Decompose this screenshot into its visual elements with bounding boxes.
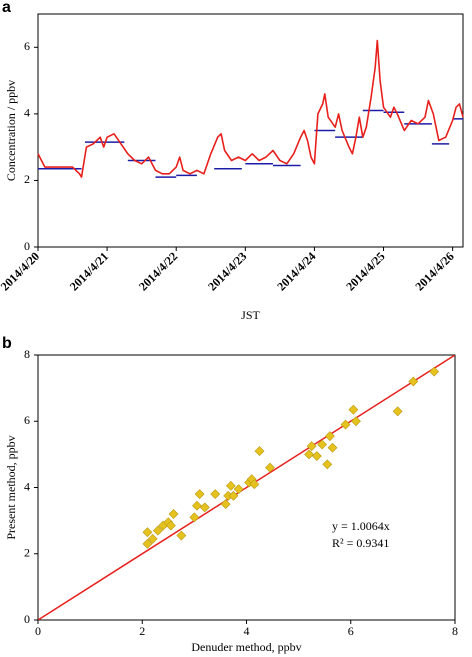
y-tick-label: 4 — [24, 479, 30, 493]
x-tick-label: 4 — [244, 624, 250, 638]
data-point — [351, 416, 361, 427]
x-axis-label: JST — [241, 308, 260, 322]
x-tick-label: 2014/4/23 — [205, 249, 249, 293]
data-point — [392, 406, 403, 417]
y-tick-label: 0 — [24, 239, 30, 253]
data-point — [233, 484, 244, 495]
data-point — [317, 439, 328, 450]
x-tick-label: 2 — [139, 624, 145, 638]
y-tick-label: 8 — [24, 347, 30, 361]
x-tick-label: 2014/4/22 — [136, 249, 180, 293]
data-point — [147, 533, 158, 544]
x-tick-label: 0 — [35, 624, 41, 638]
data-point — [189, 512, 200, 523]
data-point — [176, 530, 187, 541]
x-tick-label: 2014/4/24 — [274, 249, 318, 293]
annotation: R² = 0.9341 — [332, 536, 389, 550]
data-point — [168, 509, 179, 519]
data-point — [429, 366, 440, 377]
data-point — [152, 525, 163, 536]
y-tick-label: 6 — [24, 39, 30, 53]
annotation: y = 1.0064x — [332, 519, 390, 533]
y-tick-label: 0 — [24, 612, 30, 626]
x-tick-label: 6 — [348, 624, 354, 638]
x-tick-label: 2014/4/20 — [0, 249, 42, 293]
panel-label: a — [2, 0, 11, 16]
data-point — [408, 376, 419, 387]
panel-label: b — [2, 335, 12, 352]
x-tick-label: 2014/4/26 — [412, 249, 456, 293]
data-point — [306, 441, 317, 452]
y-tick-label: 2 — [24, 546, 30, 560]
data-point — [199, 502, 210, 513]
x-tick-label: 2014/4/25 — [343, 249, 387, 293]
fit-line — [38, 355, 455, 620]
data-point — [194, 489, 205, 500]
data-point — [340, 419, 351, 430]
data-point — [220, 499, 231, 509]
data-point — [192, 500, 202, 511]
y-tick-label: 4 — [24, 106, 30, 120]
data-point — [265, 462, 275, 473]
data-point — [304, 449, 314, 460]
data-point — [254, 446, 265, 456]
data-point — [327, 442, 338, 453]
y-axis-label: Concentration / ppbv — [4, 80, 18, 181]
x-axis-label: Denuder method, ppbv — [191, 640, 301, 654]
plot-frame — [37, 13, 464, 248]
data-point — [165, 520, 176, 531]
data-point — [142, 527, 153, 538]
y-axis-label: Present method, ppbv — [4, 435, 18, 539]
data-point — [142, 538, 153, 549]
x-tick-label: 8 — [452, 624, 458, 638]
data-point — [311, 451, 322, 461]
data-point — [225, 480, 236, 491]
series-line — [37, 39, 464, 178]
data-point — [210, 489, 221, 500]
data-point — [348, 404, 359, 415]
data-point — [322, 459, 333, 470]
x-tick-label: 2014/4/21 — [67, 249, 111, 293]
plot-clip — [38, 355, 455, 620]
y-tick-label: 6 — [24, 413, 30, 427]
data-point — [324, 431, 335, 442]
y-tick-label: 2 — [24, 172, 30, 186]
data-point — [228, 490, 239, 501]
data-point — [249, 479, 260, 490]
